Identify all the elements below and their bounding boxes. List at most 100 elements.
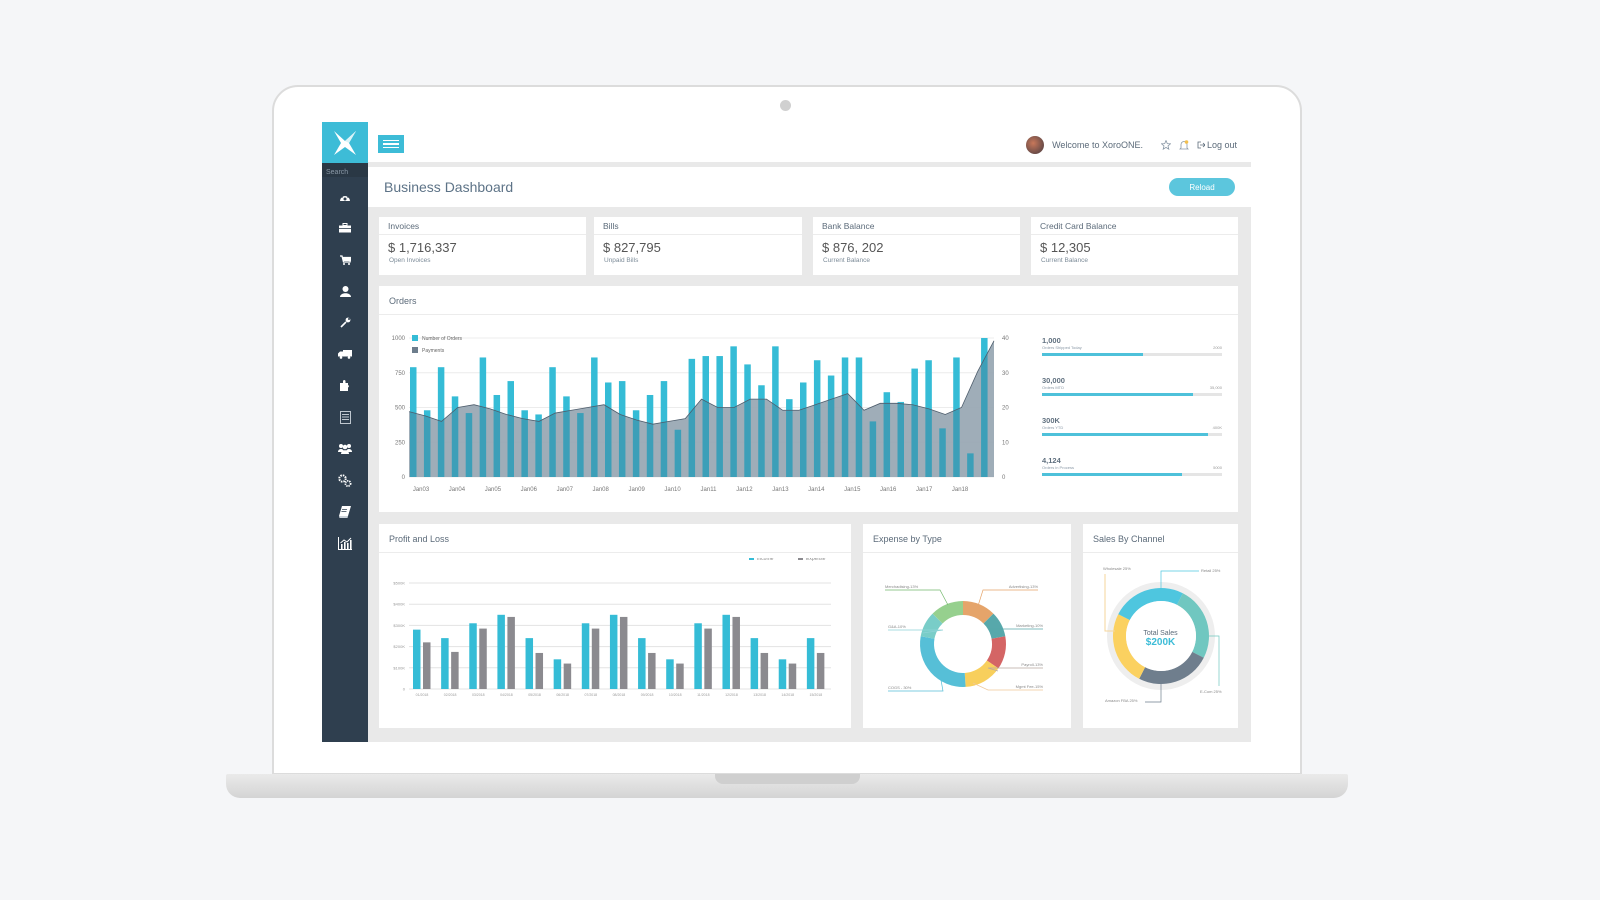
progress-value: 4,124 [1042, 456, 1061, 465]
progress-max: 35,000 [1209, 385, 1222, 390]
stat-label: Bank Balance [813, 217, 1020, 235]
order-bar [981, 338, 988, 477]
app-screen: Search [322, 122, 1251, 742]
progress-bar: 400K [1042, 425, 1222, 436]
svg-text:08/2018: 08/2018 [613, 693, 626, 697]
income-bar [666, 659, 674, 689]
stat-card-invoices[interactable]: Invoices $ 1,716,337 Open Invoices [379, 217, 586, 275]
order-bar [549, 367, 556, 477]
dashboard-icon [340, 193, 350, 201]
sidebar-item-user[interactable] [322, 276, 368, 308]
progress-label: Orders Shipped Today [1042, 345, 1082, 350]
expense-donut-chart[interactable]: Advertising-13% Marketing-10% Payroll-13% M… [863, 558, 1071, 728]
svg-text:Wholesale 25%: Wholesale 25% [1103, 566, 1131, 571]
order-bar [521, 410, 528, 477]
svg-text:Number of Orders: Number of Orders [422, 336, 463, 342]
sidebar-item-team[interactable] [322, 433, 368, 465]
expense-bar [563, 663, 572, 689]
stat-label: Credit Card Balance [1031, 217, 1238, 235]
svg-text:40: 40 [1002, 336, 1009, 342]
order-bar [479, 357, 487, 477]
sidebar-item-dashboard[interactable] [322, 181, 368, 213]
sales-center-label: Total Sales [1143, 630, 1178, 637]
sidebar-item-docs[interactable] [322, 496, 368, 528]
expense-bar [451, 651, 459, 689]
svg-text:09/2018: 09/2018 [641, 693, 654, 697]
book-icon [339, 505, 351, 518]
expense-bar [648, 652, 656, 689]
svg-text:13/2018: 13/2018 [753, 693, 766, 697]
svg-text:10/2018: 10/2018 [669, 693, 682, 697]
profit-loss-title: Profit and Loss [379, 524, 851, 553]
svg-text:Merchadising-13%: Merchadising-13% [885, 584, 919, 589]
order-bar [855, 357, 863, 477]
order-bar [758, 385, 765, 477]
sidebar-item-briefcase[interactable] [322, 213, 368, 245]
expense-bar [676, 663, 684, 689]
sidebar-item-integrations[interactable] [322, 370, 368, 402]
sidebar-item-analytics[interactable] [322, 528, 368, 560]
stat-sub: Current Balance [1041, 257, 1088, 264]
logout-link[interactable]: Log out [1197, 140, 1237, 150]
svg-text:0: 0 [1002, 475, 1006, 481]
order-bar [535, 414, 542, 477]
stat-card-bills[interactable]: Bills $ 827,795 Unpaid Bills [594, 217, 802, 275]
sales-center-value: $200K [1145, 637, 1176, 648]
stat-value: $ 12,305 [1040, 240, 1091, 255]
svg-text:G&A-10%: G&A-10% [888, 624, 906, 629]
svg-text:Jan14: Jan14 [808, 487, 825, 493]
user-icon [339, 285, 351, 297]
income-bar [525, 638, 534, 689]
order-bar [563, 396, 570, 477]
svg-text:Advertising-13%: Advertising-13% [1009, 584, 1039, 589]
menu-toggle-button[interactable] [378, 135, 404, 153]
income-bar [609, 614, 618, 689]
sidebar-item-reports[interactable] [322, 402, 368, 434]
expense-bar [535, 652, 544, 689]
expense-bar [591, 628, 600, 689]
avatar[interactable] [1026, 136, 1045, 154]
progress-item: 4,124 Orders in Process 5000 [1042, 456, 1222, 476]
income-bar [722, 614, 730, 689]
svg-text:Jan07: Jan07 [557, 487, 574, 493]
expense-bar [704, 628, 712, 689]
laptop-camera [780, 100, 791, 111]
svg-text:Jan03: Jan03 [413, 487, 430, 493]
expense-title: Expense by Type [863, 524, 1071, 553]
svg-text:10: 10 [1002, 440, 1009, 446]
order-bar [423, 410, 431, 477]
sidebar-item-shipping[interactable] [322, 339, 368, 371]
svg-text:Jan05: Jan05 [485, 487, 502, 493]
bell-icon[interactable] [1179, 139, 1189, 151]
svg-text:14/2018: 14/2018 [781, 693, 794, 697]
page-title: Business Dashboard [384, 179, 514, 195]
order-bar [451, 396, 459, 477]
svg-text:Jan13: Jan13 [772, 487, 789, 493]
svg-text:E-Com 25%: E-Com 25% [1200, 689, 1222, 694]
sidebar-item-tools[interactable] [322, 307, 368, 339]
svg-text:500: 500 [395, 406, 406, 412]
income-bar [750, 638, 759, 689]
svg-text:0: 0 [402, 475, 406, 481]
sidebar-search[interactable]: Search [322, 163, 368, 177]
svg-text:Jan18: Jan18 [952, 487, 969, 493]
orders-chart[interactable]: 0 250 500 750 1000 0 10 20 30 40 Jan03 Jan04 Jan05 Ja… [379, 326, 1019, 506]
order-bar [925, 360, 932, 477]
sales-center: Total Sales $200K [1083, 630, 1238, 648]
stat-card-bank-balance[interactable]: Bank Balance $ 876, 202 Current Balance [813, 217, 1020, 275]
svg-text:Payments: Payments [422, 348, 445, 354]
donut-slice [920, 636, 966, 687]
app-logo[interactable] [322, 122, 368, 163]
stat-value: $ 827,795 [603, 240, 661, 255]
reload-button[interactable]: Reload [1169, 178, 1235, 196]
order-bar [841, 357, 849, 477]
stat-card-credit-card[interactable]: Credit Card Balance $ 12,305 Current Bal… [1031, 217, 1238, 275]
order-bar [897, 401, 904, 477]
star-icon[interactable] [1160, 140, 1171, 150]
progress-item: 300K Orders YTD 400K [1042, 416, 1222, 436]
profit-loss-chart[interactable]: 0 $100K $200K $300K $400K $500K 01/2018 02/2018… [379, 558, 851, 723]
sidebar-item-settings[interactable] [322, 465, 368, 497]
order-bar [410, 367, 417, 477]
sidebar-item-cart[interactable] [322, 244, 368, 276]
sales-donut-chart[interactable]: Retail 25% Wholesale 25% E-Com 25% Amazon F… [1083, 558, 1238, 728]
